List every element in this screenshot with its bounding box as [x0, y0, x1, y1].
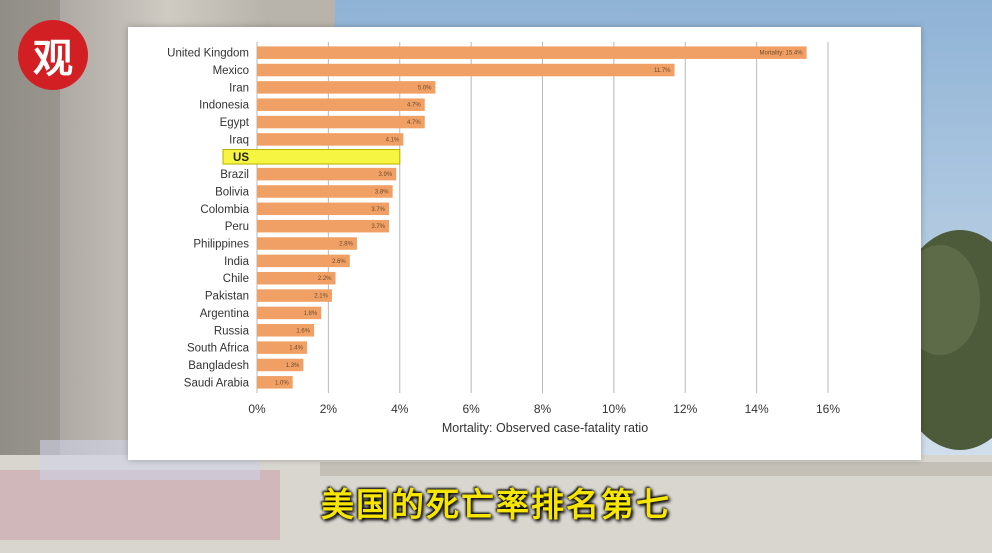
data-label: Mortality: 15.4% — [760, 51, 804, 57]
category-label: Egypt — [220, 117, 250, 129]
category-label: Saudi Arabia — [184, 377, 250, 389]
category-label: US — [233, 152, 249, 164]
category-label: Argentina — [200, 308, 250, 320]
category-label: India — [224, 256, 250, 268]
category-label: Russia — [214, 325, 250, 337]
data-label: 1.3% — [286, 363, 300, 369]
category-label: Philippines — [193, 239, 249, 251]
bar — [257, 324, 315, 337]
category-label: Peru — [225, 221, 249, 233]
bar — [257, 46, 807, 59]
video-subtitle: 美国的死亡率排名第七 — [321, 485, 671, 524]
bar — [257, 271, 336, 285]
data-label: 2.2% — [318, 276, 332, 282]
category-label: Indonesia — [199, 100, 249, 112]
x-tick-label: 10% — [602, 402, 626, 416]
data-label: 1.8% — [304, 311, 318, 317]
data-label: 3.7% — [371, 224, 385, 230]
data-labels: Mortality: 15.4% 11.7% 5.0% 4.7% 4.7% 4.1% 3.9… — [275, 51, 803, 387]
x-tick-label: 0% — [248, 402, 266, 416]
bar — [257, 237, 357, 250]
x-tick-label: 14% — [745, 402, 769, 416]
x-tick-label: 8% — [534, 402, 552, 416]
category-label: Brazil — [220, 169, 249, 181]
data-label: 2.1% — [314, 294, 328, 300]
category-label: Pakistan — [205, 291, 249, 303]
bar — [257, 219, 390, 233]
bar — [257, 341, 307, 354]
data-label: 5.0% — [418, 85, 432, 91]
bar — [257, 167, 397, 181]
x-tick-label: 4% — [391, 402, 409, 416]
category-label: Bangladesh — [188, 360, 249, 372]
bar — [257, 289, 332, 302]
bar — [257, 254, 350, 268]
bar — [257, 306, 322, 320]
bar — [257, 115, 425, 129]
bar — [257, 133, 404, 146]
logo-text: 观 — [33, 36, 73, 82]
gridlines — [256, 42, 829, 393]
x-tick-label: 2% — [320, 402, 338, 416]
bar — [257, 81, 436, 94]
data-label: 1.0% — [275, 380, 289, 386]
bar — [257, 358, 304, 372]
mortality-bar-chart: United Kingdom Mexico Iran Indonesia Egypt Ir… — [167, 42, 840, 435]
category-labels: United Kingdom Mexico Iran Indonesia Egypt Ir… — [167, 48, 250, 390]
data-label: 1.4% — [289, 346, 303, 352]
data-label: 3.8% — [375, 189, 389, 195]
chart-panel: United Kingdom Mexico Iran Indonesia Egypt Ir… — [128, 27, 921, 460]
data-label: 11.7% — [654, 68, 671, 74]
brand-logo: 观 — [18, 20, 88, 90]
category-label: Iran — [229, 82, 249, 94]
category-label: Mexico — [213, 65, 249, 77]
x-axis-label: Mortality: Observed case-fatality ratio — [442, 421, 648, 435]
bar — [257, 185, 393, 198]
data-label: 2.6% — [332, 259, 346, 265]
category-label: Bolivia — [215, 186, 249, 198]
data-label: 2.8% — [339, 242, 353, 248]
category-label: South Africa — [187, 343, 250, 355]
data-label: 4.7% — [407, 103, 421, 109]
x-tick-label: 6% — [462, 402, 480, 416]
bars — [222, 46, 807, 389]
bar — [257, 202, 390, 216]
x-tick-label: 16% — [816, 402, 840, 416]
data-label: 4.7% — [407, 120, 421, 126]
category-label: Colombia — [200, 204, 249, 216]
bar-highlighted — [222, 149, 401, 165]
category-label: United Kingdom — [167, 48, 249, 60]
data-label: 1.6% — [296, 328, 310, 334]
x-tick-label: 12% — [673, 402, 697, 416]
bar — [257, 98, 425, 111]
x-tick-labels: 0% 2% 4% 6% 8% 10% 12% 14% 16% — [248, 402, 840, 416]
data-label: 3.9% — [378, 172, 392, 178]
bar — [257, 376, 293, 389]
data-label: 3.7% — [371, 207, 385, 213]
data-label: 4.1% — [386, 137, 400, 143]
bar — [257, 63, 675, 77]
category-label: Iraq — [229, 134, 249, 146]
category-label: Chile — [223, 273, 249, 285]
